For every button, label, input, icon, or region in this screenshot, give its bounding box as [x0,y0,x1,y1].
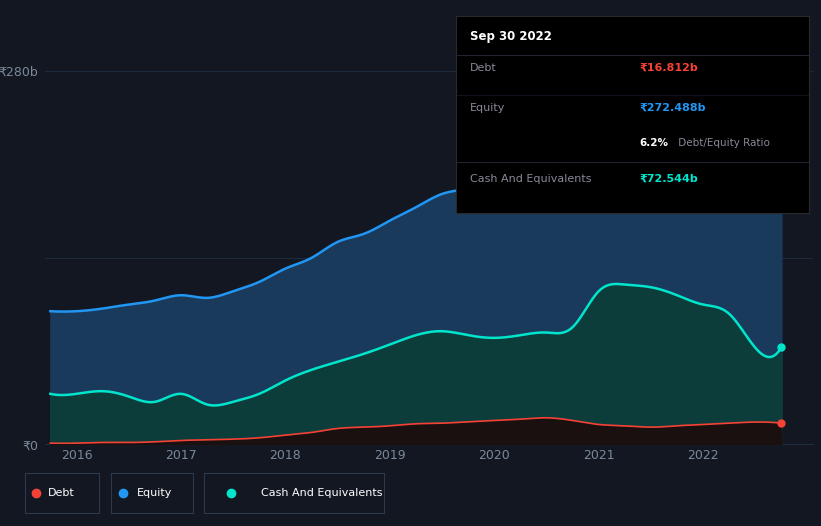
Text: Equity: Equity [137,488,172,498]
Text: Cash And Equivalents: Cash And Equivalents [261,488,383,498]
Text: ₹72.544b: ₹72.544b [640,174,698,184]
Text: ₹272.488b: ₹272.488b [640,103,706,113]
Text: ₹16.812b: ₹16.812b [640,63,698,73]
Text: Debt: Debt [470,63,497,73]
Text: Debt/Equity Ratio: Debt/Equity Ratio [675,138,769,148]
Text: Sep 30 2022: Sep 30 2022 [470,29,552,43]
Text: Debt: Debt [48,488,75,498]
Text: Cash And Equivalents: Cash And Equivalents [470,174,591,184]
Text: 6.2%: 6.2% [640,138,668,148]
Text: Equity: Equity [470,103,505,113]
